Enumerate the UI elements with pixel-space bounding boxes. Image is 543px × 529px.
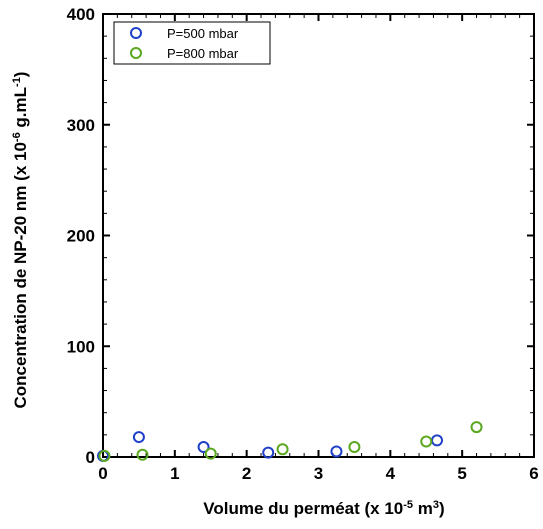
legend-label-p800: P=800 mbar xyxy=(167,46,239,61)
legend-marker-p800 xyxy=(130,47,142,59)
data-point-p800 xyxy=(348,441,361,454)
data-point-p800 xyxy=(204,447,217,460)
y-tick-label: 0 xyxy=(86,448,95,467)
data-point-p800 xyxy=(98,449,111,462)
y-tick-label: 200 xyxy=(67,227,95,246)
x-tick-label: 3 xyxy=(314,464,323,483)
data-point-p500 xyxy=(132,431,145,444)
data-point-p500 xyxy=(330,445,343,458)
legend: P=500 mbar P=800 mbar xyxy=(113,21,271,65)
x-tick-label: 6 xyxy=(529,464,538,483)
x-tick-label: 5 xyxy=(457,464,466,483)
x-tick-label: 2 xyxy=(242,464,251,483)
y-tick-label: 300 xyxy=(67,116,95,135)
axis-ticks xyxy=(102,13,535,458)
x-tick-label: 1 xyxy=(170,464,179,483)
data-point-p500 xyxy=(197,441,210,454)
data-point-p800 xyxy=(136,448,149,461)
legend-label-p500: P=500 mbar xyxy=(167,26,239,41)
legend-marker-p500 xyxy=(130,27,142,39)
x-axis-title: Volume du perméat (x 10-5 m3) xyxy=(203,499,444,518)
y-tick-label: 100 xyxy=(67,337,95,356)
data-point-p500 xyxy=(262,446,275,459)
data-point-p500 xyxy=(431,434,444,447)
data-point-p800 xyxy=(470,421,483,434)
data-point-p800 xyxy=(420,435,433,448)
plot-frame xyxy=(102,13,535,458)
data-point-p800 xyxy=(276,443,289,456)
x-tick-label: 4 xyxy=(386,464,396,483)
data-points xyxy=(97,421,483,462)
y-axis-title: Concentration de NP-20 nm (x 10-6 g.mL-1… xyxy=(11,72,30,409)
y-tick-label: 400 xyxy=(67,5,95,24)
tick-labels: 0 1 2 3 4 5 6 0 100 200 300 400 xyxy=(67,5,539,483)
x-tick-label: 0 xyxy=(98,464,107,483)
